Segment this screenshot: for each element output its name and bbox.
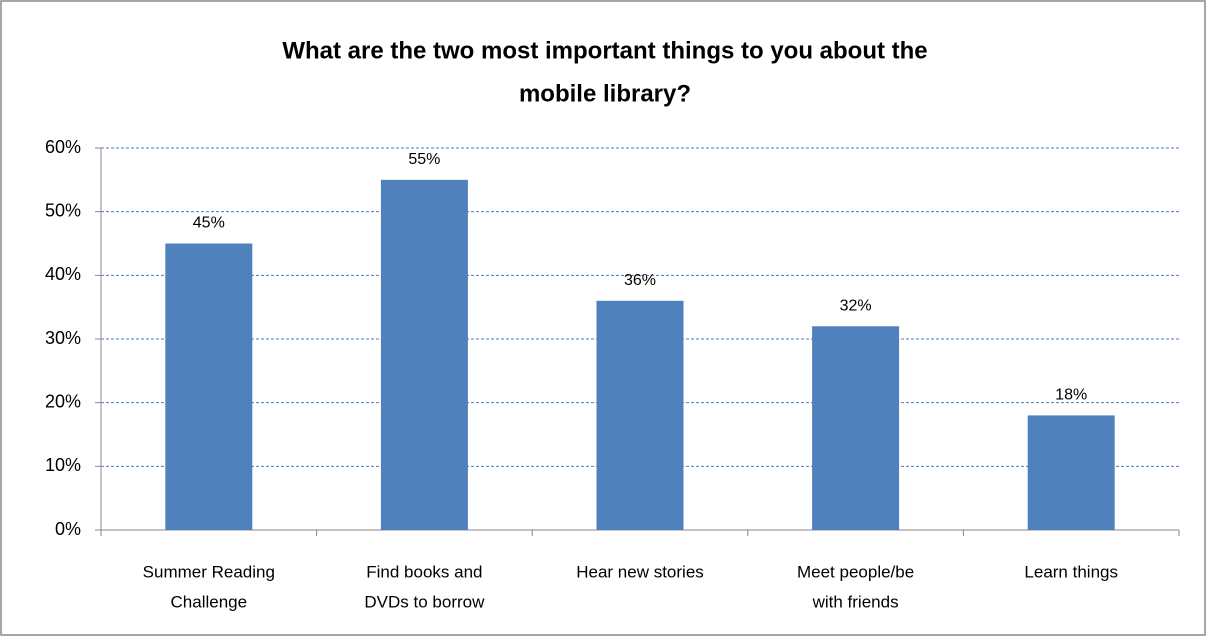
bar [812,326,900,530]
y-tick-label: 60% [45,137,81,157]
bar [596,300,684,530]
bar [165,243,253,530]
chart-title: mobile library? [519,80,691,107]
x-tick-label: Meet people/be [797,562,914,581]
bar [1027,415,1115,530]
x-tick-label: with friends [812,592,899,611]
y-tick-label: 50% [45,200,81,220]
x-tick-label: DVDs to borrow [364,592,485,611]
x-tick-label: Hear new stories [576,562,704,581]
y-tick-label: 40% [45,264,81,284]
chart-title: What are the two most important things t… [282,37,927,64]
x-tick-label: Challenge [171,592,248,611]
x-tick-label: Learn things [1024,562,1118,581]
x-tick-label: Find books and [366,562,482,581]
y-tick-label: 30% [45,328,81,348]
data-label: 18% [1055,387,1087,404]
data-label: 55% [408,151,440,168]
y-tick-label: 0% [55,519,81,539]
data-label: 36% [624,272,656,289]
y-tick-label: 10% [45,455,81,475]
y-tick-label: 20% [45,391,81,411]
x-tick-label: Summer Reading [143,562,275,581]
data-label: 32% [840,297,872,314]
data-label: 45% [193,215,225,232]
bar [380,179,468,531]
